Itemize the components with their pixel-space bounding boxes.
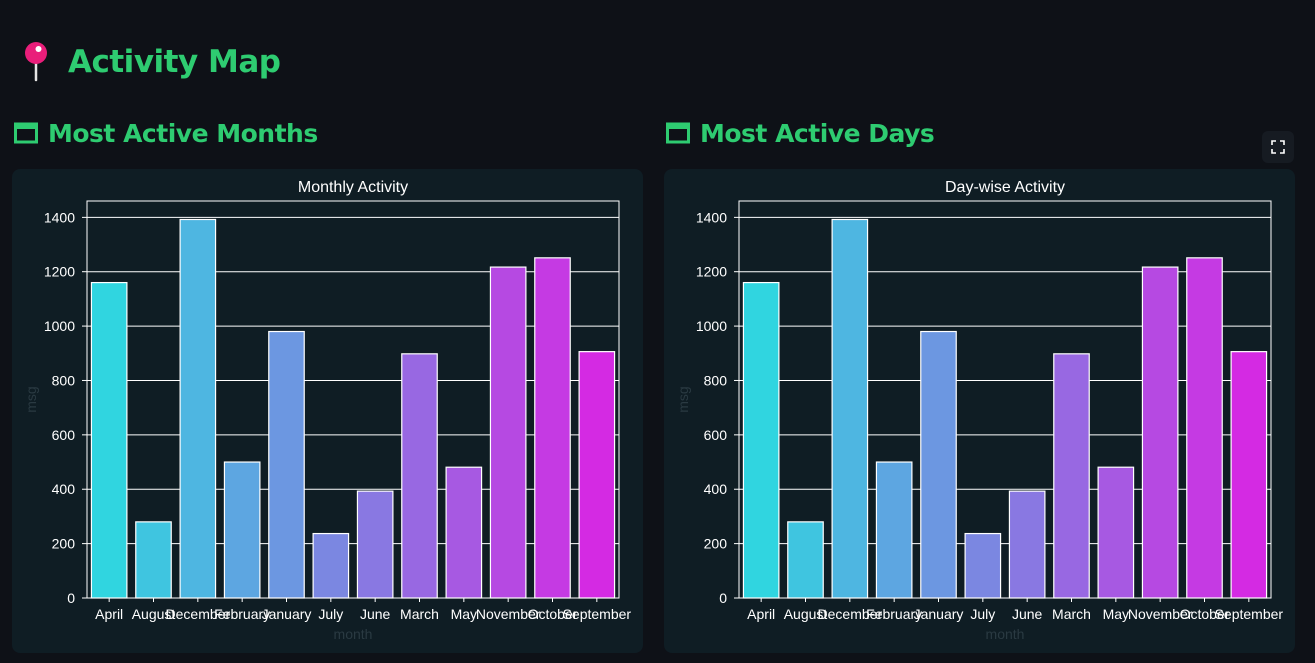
x-tick-label: May <box>451 606 477 622</box>
bar-may <box>445 466 483 599</box>
y-tick-label: 400 <box>52 481 76 497</box>
bar-april <box>742 281 780 599</box>
bar-march <box>401 353 438 599</box>
y-tick-label: 1200 <box>44 264 75 280</box>
bar-september <box>578 351 616 599</box>
y-tick-label: 800 <box>704 372 728 388</box>
y-tick-label: 400 <box>704 481 728 497</box>
y-tick-label: 1000 <box>696 318 727 334</box>
bar-august <box>787 521 824 599</box>
fullscreen-icon <box>1271 140 1285 154</box>
bar-october <box>1186 257 1223 599</box>
y-axis-label: msg <box>675 386 691 412</box>
x-tick-label: September <box>563 606 632 622</box>
y-tick-label: 1400 <box>696 209 727 225</box>
bar-june <box>1008 490 1046 599</box>
x-axis-label: month <box>986 626 1025 642</box>
bar-june <box>356 490 394 599</box>
x-tick-label: July <box>970 606 995 622</box>
bar-november <box>1141 266 1179 599</box>
x-axis-label: month <box>334 626 373 642</box>
x-tick-label: January <box>914 606 964 622</box>
y-tick-label: 200 <box>704 536 728 552</box>
x-tick-label: April <box>747 606 775 622</box>
y-axis-label: msg <box>23 386 39 412</box>
x-tick-label: October <box>1180 606 1230 622</box>
section-heading-days: Most Active Days <box>666 116 935 150</box>
y-tick-label: 1200 <box>696 264 727 280</box>
page-title-text: Activity Map <box>68 44 281 80</box>
section-heading-days-label: Most Active Days <box>700 118 935 148</box>
x-tick-label: November <box>476 606 541 622</box>
x-tick-label: December <box>166 606 231 622</box>
bar-march <box>1053 353 1090 599</box>
pushpin-icon <box>25 42 47 82</box>
bar-january <box>920 330 957 599</box>
x-tick-label: January <box>262 606 312 622</box>
bar-july <box>312 532 350 599</box>
bar-february <box>223 461 261 599</box>
y-tick-label: 1400 <box>44 209 75 225</box>
x-tick-label: October <box>528 606 578 622</box>
window-icon <box>14 122 38 144</box>
day-wise-activity-chart-svg: Day-wise Activity 0 200 400 600 800 1000 1200 14… <box>675 179 1284 642</box>
y-tick-label: 0 <box>719 590 727 606</box>
x-tick-label: February <box>866 606 922 622</box>
bar-november <box>489 266 527 599</box>
day-wise-activity-chart: Day-wise Activity 0 200 400 600 800 1000 1200 14… <box>664 169 1295 653</box>
bar-september <box>1230 351 1268 599</box>
y-tick-label: 1000 <box>44 318 75 334</box>
bar-august <box>135 521 172 599</box>
y-tick-label: 600 <box>704 427 728 443</box>
bar-may <box>1097 466 1135 599</box>
bar-december <box>179 218 217 599</box>
fullscreen-button[interactable] <box>1262 131 1294 163</box>
x-tick-label: August <box>132 606 176 622</box>
y-tick-label: 600 <box>52 427 76 443</box>
monthly-activity-chart-svg: Monthly Activity 0 200 400 600 800 1000 1200 140… <box>23 179 632 642</box>
x-tick-label: February <box>214 606 270 622</box>
x-tick-label: June <box>360 606 391 622</box>
window-icon <box>666 122 690 144</box>
x-tick-label: April <box>95 606 123 622</box>
page-title: Activity Map <box>20 40 281 84</box>
y-tick-label: 200 <box>52 536 76 552</box>
section-heading-months: Most Active Months <box>14 116 318 150</box>
x-tick-label: December <box>818 606 883 622</box>
x-tick-label: August <box>784 606 828 622</box>
x-tick-label: July <box>318 606 343 622</box>
x-tick-label: June <box>1012 606 1043 622</box>
x-tick-label: November <box>1128 606 1193 622</box>
monthly-activity-chart: Monthly Activity 0 200 400 600 800 1000 1200 140… <box>12 169 643 653</box>
bar-february <box>875 461 913 599</box>
y-tick-label: 0 <box>67 590 75 606</box>
y-tick-label: 800 <box>52 372 76 388</box>
x-tick-label: March <box>1052 606 1091 622</box>
bar-october <box>534 257 571 599</box>
bar-april <box>90 281 128 599</box>
x-tick-label: September <box>1215 606 1284 622</box>
bar-july <box>964 532 1002 599</box>
section-heading-months-label: Most Active Months <box>48 118 318 148</box>
x-tick-label: March <box>400 606 439 622</box>
bar-december <box>831 218 869 599</box>
x-tick-label: May <box>1103 606 1129 622</box>
chart-title: Monthly Activity <box>298 179 408 196</box>
chart-title: Day-wise Activity <box>945 179 1065 196</box>
bar-january <box>268 330 305 599</box>
